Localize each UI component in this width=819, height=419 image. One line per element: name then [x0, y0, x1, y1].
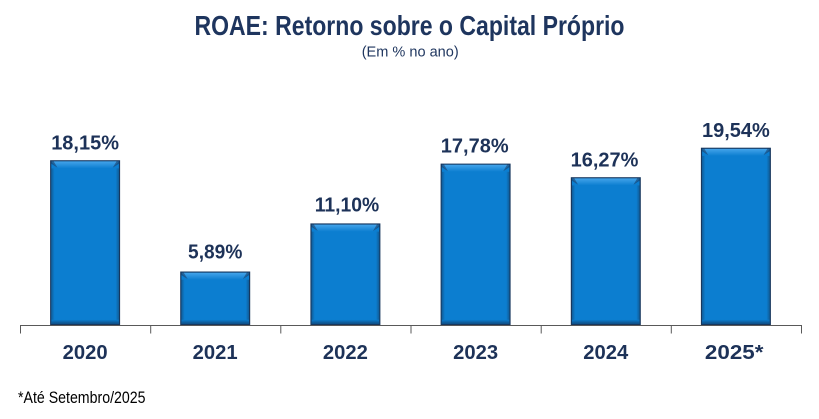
svg-text:2020: 2020 [63, 342, 108, 364]
svg-text:18,15%: 18,15% [51, 132, 119, 154]
svg-text:2023: 2023 [453, 342, 498, 364]
svg-text:2025*: 2025* [705, 342, 764, 364]
svg-text:19,54%: 19,54% [702, 120, 770, 142]
svg-text:5,89%: 5,89% [188, 242, 242, 264]
svg-text:ROAE: Retorno sobre o Capital: ROAE: Retorno sobre o Capital Próprio [195, 10, 625, 41]
svg-text:11,10%: 11,10% [315, 195, 380, 217]
svg-text:16,27%: 16,27% [571, 150, 639, 172]
svg-text:17,78%: 17,78% [441, 136, 509, 158]
svg-text:*Até Setembro/2025: *Até Setembro/2025 [18, 389, 146, 407]
svg-text:2021: 2021 [193, 342, 238, 364]
svg-text:2022: 2022 [323, 342, 368, 364]
svg-text:(Em % no ano): (Em % no ano) [362, 44, 459, 61]
svg-text:2024: 2024 [583, 342, 629, 364]
